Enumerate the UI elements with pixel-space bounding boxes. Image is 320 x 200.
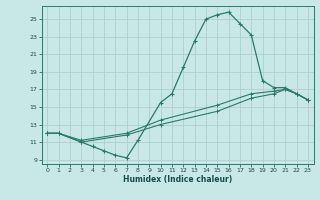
- X-axis label: Humidex (Indice chaleur): Humidex (Indice chaleur): [123, 175, 232, 184]
